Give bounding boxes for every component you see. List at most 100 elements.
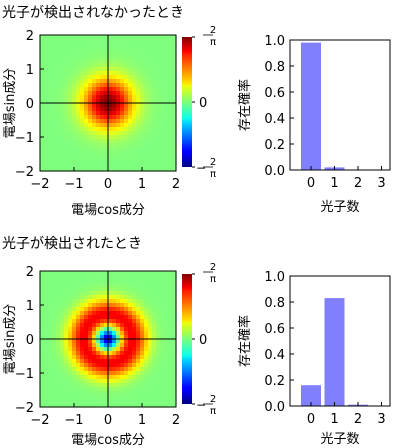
heatmap-cell [116, 387, 121, 392]
heatmap-cell [108, 367, 113, 372]
heatmap-cell [128, 155, 133, 160]
heatmap-cell [88, 87, 93, 92]
heatmap-cell [44, 383, 49, 388]
heatmap-cell [120, 111, 125, 116]
heatmap-cell [156, 275, 161, 280]
heatmap-cell [160, 275, 165, 280]
heatmap-cell [172, 367, 177, 372]
heatmap-cell [144, 47, 149, 52]
heatmap-cell [156, 95, 161, 100]
heatmap-cell [44, 67, 49, 72]
heatmap-cell [80, 39, 85, 44]
y-tick-label: 0.0 [264, 164, 285, 179]
heatmap-cell [96, 67, 101, 72]
heatmap-ylabel-2: 電場sin成分 [3, 304, 18, 375]
heatmap-cell [52, 299, 57, 304]
heatmap-cell [124, 123, 129, 128]
heatmap-cell [64, 395, 69, 400]
heatmap-cell [92, 55, 97, 60]
heatmap-cell [56, 127, 61, 132]
heatmap-cell [132, 51, 137, 56]
heatmap-cell [156, 303, 161, 308]
heatmap-cell [44, 39, 49, 44]
heatmap-cell [172, 39, 177, 44]
heatmap-cell [160, 67, 165, 72]
heatmap-cell [68, 379, 73, 384]
heatmap-cell [140, 347, 145, 352]
heatmap-cell [60, 127, 65, 132]
heatmap-cell [112, 363, 117, 368]
heatmap-cell [164, 51, 169, 56]
heatmap-cell [152, 55, 157, 60]
heatmap-cell [112, 131, 117, 136]
heatmap-cell [124, 319, 129, 324]
heatmap-cell [80, 67, 85, 72]
heatmap-cell [164, 295, 169, 300]
heatmap-cell [96, 155, 101, 160]
heatmap-cell [64, 403, 69, 408]
heatmap-cell [40, 95, 45, 100]
heatmap-cell [40, 363, 45, 368]
y-tick-label: −1 [15, 131, 34, 146]
heatmap-cell [60, 51, 65, 56]
heatmap-cell [132, 43, 137, 48]
heatmap-cell [168, 127, 173, 132]
heatmap-cell [88, 319, 93, 324]
heatmap-cell [144, 163, 149, 168]
heatmap-cell [172, 383, 177, 388]
heatmap-cell [96, 163, 101, 168]
heatmap-cell [96, 339, 101, 344]
heatmap-cell [132, 87, 137, 92]
heatmap-cell [144, 103, 149, 108]
colorbar-tick-numerator: 2 [210, 262, 216, 273]
heatmap-cell [164, 99, 169, 104]
heatmap-cell [40, 99, 45, 104]
heatmap-cell [44, 291, 49, 296]
heatmap-cell [88, 315, 93, 320]
heatmap-cell [104, 379, 109, 384]
x-tick-label: 3 [377, 176, 385, 191]
heatmap-cell [80, 155, 85, 160]
heatmap-cell [160, 71, 165, 76]
heatmap-cell [80, 71, 85, 76]
heatmap-cell [148, 35, 153, 40]
heatmap-cell [68, 43, 73, 48]
heatmap-cell [100, 271, 105, 276]
heatmap-cell [92, 71, 97, 76]
heatmap-cell [128, 319, 133, 324]
heatmap-cell [96, 35, 101, 40]
heatmap-cell [84, 99, 89, 104]
heatmap-cell [80, 75, 85, 80]
heatmap-cell [156, 103, 161, 108]
heatmap-cell [104, 103, 109, 108]
heatmap-cell [52, 131, 57, 136]
heatmap-cell [108, 319, 113, 324]
heatmap-cell [172, 327, 177, 332]
heatmap-cell [148, 119, 153, 124]
heatmap-cell [160, 155, 165, 160]
heatmap-cell [116, 323, 121, 328]
heatmap-cell [112, 367, 117, 372]
heatmap-cell [104, 335, 109, 340]
heatmap-cell [144, 395, 149, 400]
heatmap-cell [76, 155, 81, 160]
x-tick-label: 0 [104, 177, 112, 192]
y-tick-label: 0.8 [264, 60, 285, 75]
heatmap-cell [88, 387, 93, 392]
heatmap-cell [160, 111, 165, 116]
heatmap-cell [124, 379, 129, 384]
heatmap-cell [156, 71, 161, 76]
y-tick-label: 0 [26, 333, 34, 348]
heatmap-cell [80, 35, 85, 40]
heatmap-cell [68, 279, 73, 284]
heatmap-cell [92, 91, 97, 96]
heatmap-cell [44, 299, 49, 304]
heatmap-cell [44, 315, 49, 320]
heatmap-cell [88, 291, 93, 296]
heatmap-cell [132, 71, 137, 76]
heatmap-cell [136, 331, 141, 336]
heatmap-cell [172, 387, 177, 392]
heatmap-cell [40, 403, 45, 408]
heatmap-cell [60, 383, 65, 388]
heatmap-cell [64, 283, 69, 288]
